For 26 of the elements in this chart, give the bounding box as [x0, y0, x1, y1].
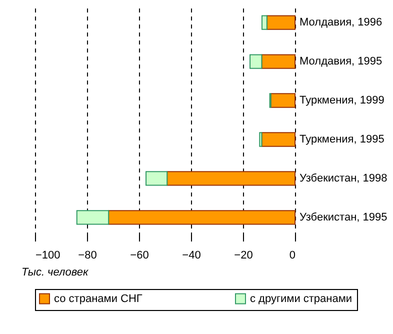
legend-label: со странами СНГ — [54, 292, 142, 305]
bar — [250, 54, 262, 69]
bar — [261, 15, 268, 30]
bar — [166, 171, 296, 186]
bar — [108, 210, 296, 225]
bar — [270, 93, 296, 108]
x-tick-label: −100 — [36, 250, 60, 262]
bar — [266, 15, 296, 30]
bar — [259, 132, 262, 147]
bar — [146, 171, 168, 186]
y-tick-label: Туркмения, 1999 — [300, 94, 384, 107]
y-tick-label: Туркмения, 1995 — [300, 133, 384, 146]
y-tick-label: Узбекистан, 1995 — [300, 211, 388, 224]
bar — [76, 210, 110, 225]
x-tick-label: −40 — [182, 250, 201, 262]
x-tick-label: 0 — [289, 250, 296, 262]
x-tick-label: −80 — [78, 250, 97, 262]
legend-label: с другими странами — [250, 292, 352, 305]
y-tick-label: Молдавия, 1995 — [300, 56, 382, 68]
x-tick-label: −60 — [130, 250, 149, 262]
y-tick-label: Молдавия, 1996 — [300, 16, 382, 29]
x-tick-label: −20 — [234, 250, 253, 262]
bar — [261, 132, 296, 147]
y-tick-label: Узбекистан, 1998 — [300, 172, 388, 184]
x-axis-title: Тыс. человек — [22, 266, 89, 278]
bar — [261, 54, 296, 69]
